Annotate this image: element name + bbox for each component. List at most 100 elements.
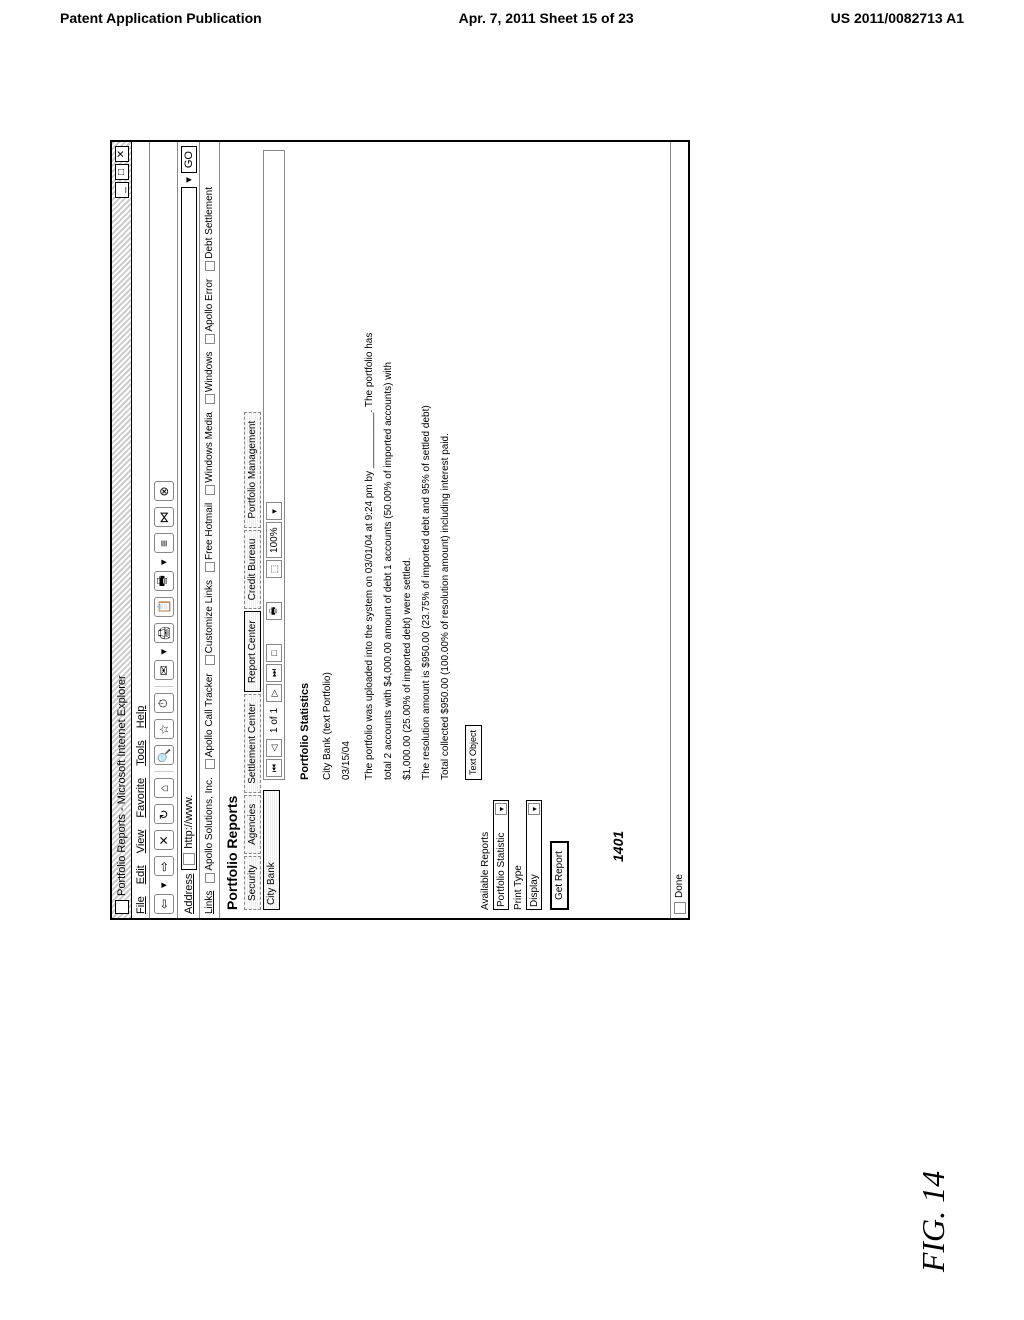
app-icon bbox=[115, 900, 129, 914]
print-icon[interactable]: 🖨 bbox=[154, 623, 174, 643]
reports-section: Available Reports Portfolio Statistic ▾ … bbox=[480, 790, 569, 910]
zoom-selector[interactable]: 100% bbox=[266, 522, 282, 558]
menu-bar: File Edit View Favorite Tools Help bbox=[132, 142, 150, 918]
mail-icon[interactable]: ✉ bbox=[154, 660, 174, 680]
tab-report-center[interactable]: Report Center bbox=[244, 611, 261, 692]
print-type-label: Print Type bbox=[513, 790, 524, 910]
pub-right: US 2011/0082713 A1 bbox=[831, 10, 964, 26]
figure-container: Portfolio Reports - Microsoft Internet E… bbox=[110, 120, 910, 1220]
text-object-placeholder: Text Object bbox=[465, 725, 483, 780]
link-icon bbox=[205, 261, 215, 271]
report-body: Portfolio Statistics City Bank (text Por… bbox=[293, 150, 486, 780]
link-customize[interactable]: Customize Links bbox=[204, 580, 215, 665]
links-label: Links bbox=[204, 891, 215, 914]
address-bar: Address http://www. ▾ GO bbox=[178, 142, 200, 918]
tab-credit-bureau[interactable]: Credit Bureau bbox=[244, 530, 261, 610]
menu-view[interactable]: View bbox=[135, 830, 147, 854]
stop-icon[interactable]: □ bbox=[266, 644, 282, 662]
tb-icon-14[interactable]: ⋈ bbox=[154, 507, 174, 527]
link-apollo-solutions[interactable]: Apollo Solutions, Inc. bbox=[204, 777, 215, 882]
tabs: Security Agencies Settlement Center Repo… bbox=[244, 150, 261, 910]
figure-label: FIG. 14 bbox=[915, 1171, 952, 1272]
link-icon bbox=[205, 759, 215, 769]
link-hotmail[interactable]: Free Hotmail bbox=[204, 503, 215, 572]
portfolio-selector[interactable]: City Bank bbox=[263, 790, 280, 910]
report-type-dropdown[interactable]: Portfolio Statistic ▾ bbox=[493, 800, 509, 910]
tab-portfolio-mgmt[interactable]: Portfolio Management bbox=[244, 412, 261, 528]
prev-page-icon[interactable]: ◁ bbox=[266, 739, 282, 757]
address-label: Address bbox=[183, 874, 195, 914]
chevron-down-icon: ▾ bbox=[495, 803, 507, 815]
minimize-button[interactable]: _ bbox=[115, 182, 129, 198]
status-bar: Done bbox=[670, 142, 688, 918]
close-button[interactable]: ✕ bbox=[115, 146, 129, 162]
tab-agencies[interactable]: Agencies bbox=[244, 795, 261, 854]
link-icon bbox=[205, 655, 215, 665]
link-icon bbox=[205, 334, 215, 344]
tb-icon-13[interactable]: ≡ bbox=[154, 533, 174, 553]
status-text: Done bbox=[674, 874, 685, 898]
page-indicator: 1 of 1 bbox=[269, 704, 280, 737]
go-button[interactable]: GO bbox=[181, 146, 197, 173]
last-page-icon[interactable]: ⏭ bbox=[266, 664, 282, 682]
maximize-button[interactable]: □ bbox=[115, 164, 129, 180]
report-line-4: The resolution amount is $950.00 (23.75%… bbox=[419, 150, 434, 780]
discuss-icon[interactable]: 🖶 bbox=[154, 571, 174, 591]
forward-icon[interactable]: ⇨ bbox=[154, 856, 174, 876]
zoom-dropdown-icon[interactable]: ▾ bbox=[266, 502, 282, 520]
back-icon[interactable]: ⇦ bbox=[154, 894, 174, 914]
report-line-5: Total collected $950.00 (100.00% of reso… bbox=[438, 150, 453, 780]
available-reports-label: Available Reports bbox=[480, 790, 491, 910]
report-toolbar: ⏮ ◁ 1 of 1 ▷ ⏭ □ 🖶 ⬚ 100% bbox=[263, 150, 285, 780]
export-icon[interactable]: ⬚ bbox=[266, 560, 282, 578]
address-input[interactable]: http://www. bbox=[181, 187, 197, 870]
tab-settlement[interactable]: Settlement Center bbox=[244, 694, 261, 793]
window-title: Portfolio Reports - Microsoft Internet E… bbox=[116, 198, 128, 896]
menu-help[interactable]: Help bbox=[135, 706, 147, 729]
get-report-button[interactable]: Get Report bbox=[550, 841, 569, 910]
link-apollo-error[interactable]: Apollo Error bbox=[204, 279, 215, 344]
page-header: Patent Application Publication Apr. 7, 2… bbox=[0, 0, 1024, 36]
link-icon bbox=[205, 394, 215, 404]
stop-icon[interactable]: ✕ bbox=[154, 830, 174, 850]
home-icon[interactable]: ⌂ bbox=[154, 778, 174, 798]
status-icon bbox=[674, 902, 686, 914]
separator bbox=[154, 686, 174, 687]
next-page-icon[interactable]: ▷ bbox=[266, 684, 282, 702]
report-line-3: $1,000.00 (25.00% of imported debt) were… bbox=[400, 150, 415, 780]
rotated-browser: Portfolio Reports - Microsoft Internet E… bbox=[110, 120, 710, 920]
tab-security[interactable]: Security bbox=[244, 856, 261, 910]
page-title: Portfolio Reports bbox=[224, 150, 240, 910]
favorites-icon[interactable]: ☆ bbox=[154, 719, 174, 739]
history-icon[interactable]: ⏱ bbox=[154, 693, 174, 713]
chevron-down-icon: ▾ bbox=[528, 803, 540, 815]
link-windows[interactable]: Windows bbox=[204, 352, 215, 405]
print-type-dropdown[interactable]: Display ▾ bbox=[526, 800, 542, 910]
menu-tools[interactable]: Tools bbox=[135, 740, 147, 766]
browser-window: Portfolio Reports - Microsoft Internet E… bbox=[110, 140, 690, 920]
report-heading: Portfolio Statistics bbox=[297, 150, 314, 780]
tb-icon-15[interactable]: ⊗ bbox=[154, 481, 174, 501]
report-area: ⏮ ◁ 1 of 1 ▷ ⏭ □ 🖶 ⬚ 100% bbox=[263, 150, 569, 780]
content-area: Portfolio Reports Security Agencies Sett… bbox=[220, 142, 573, 918]
menu-file[interactable]: File bbox=[135, 896, 147, 914]
separator bbox=[154, 771, 174, 772]
left-column: City Bank Available Reports Portfolio St… bbox=[263, 790, 569, 910]
edit-icon[interactable]: 📋 bbox=[154, 597, 174, 617]
link-icon bbox=[205, 562, 215, 572]
link-debt-settlement[interactable]: Debt Settlement bbox=[204, 187, 215, 271]
title-bar: Portfolio Reports - Microsoft Internet E… bbox=[112, 142, 132, 918]
addr-dropdown-icon[interactable]: ▾ bbox=[182, 177, 195, 183]
links-bar: Links Apollo Solutions, Inc. Apollo Call… bbox=[200, 142, 220, 918]
page-icon bbox=[183, 853, 195, 865]
search-icon[interactable]: 🔍 bbox=[154, 745, 174, 765]
menu-favorite[interactable]: Favorite bbox=[135, 778, 147, 818]
report-date: 03/15/04 bbox=[339, 150, 354, 780]
report-subheading: City Bank (text Portfolio) bbox=[320, 150, 335, 780]
link-media[interactable]: Windows Media bbox=[204, 412, 215, 495]
link-call-tracker[interactable]: Apollo Call Tracker bbox=[204, 673, 215, 769]
first-page-icon[interactable]: ⏮ bbox=[266, 759, 282, 777]
refresh-icon[interactable]: ↻ bbox=[154, 804, 174, 824]
menu-edit[interactable]: Edit bbox=[135, 865, 147, 884]
print-icon[interactable]: 🖶 bbox=[266, 602, 282, 620]
